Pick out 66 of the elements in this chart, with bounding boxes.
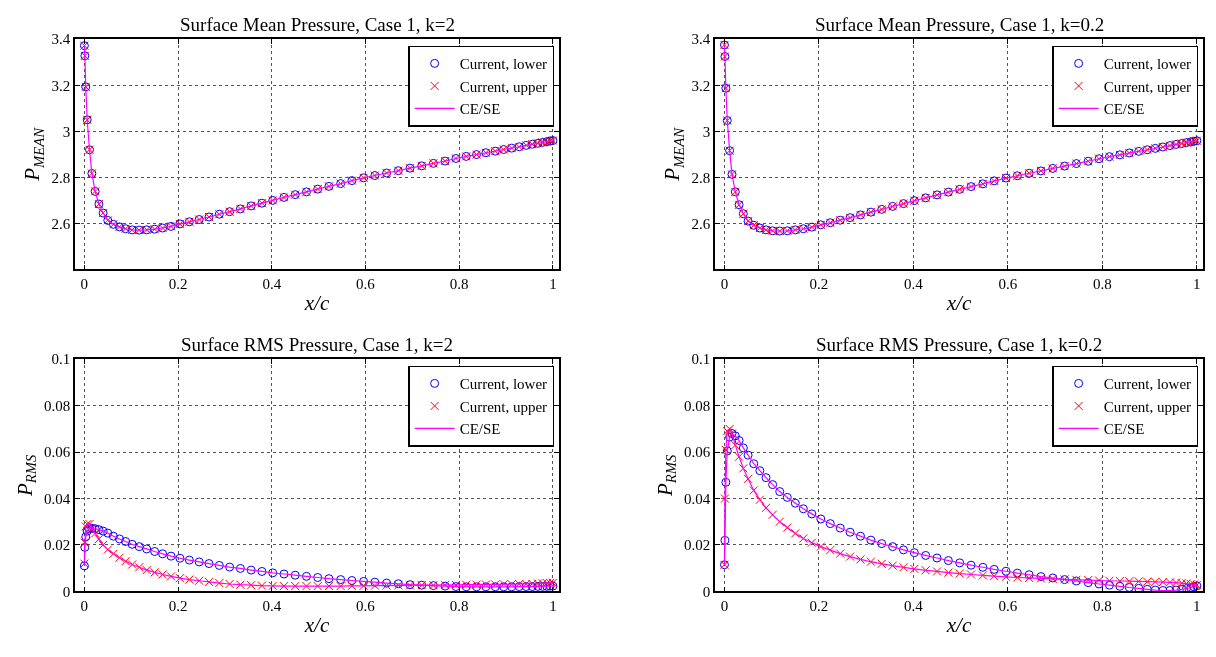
x-tick-label: 0 [720,276,729,293]
y-tick-label: 0.06 [44,444,71,461]
y-tick-label: 3.2 [691,77,711,94]
legend-label: Current, lower [459,376,548,393]
legend-label: Current, upper [1103,78,1192,95]
x-axis-title: x/c [945,290,972,315]
y-tick-label: 3 [62,123,71,140]
x-tick-label: 1 [549,276,557,293]
y-tick-label: 3.4 [51,31,71,48]
chart-title: Surface RMS Pressure, Case 1, k=0.2 [816,334,1103,355]
legend-label: Current, lower [1103,56,1192,73]
legend-label: CE/SE [1103,421,1145,438]
legend-label: Current, lower [1103,376,1192,393]
y-tick-label: 0.1 [691,351,711,368]
x-tick-label: 0 [720,598,729,615]
x-tick-label: 1 [549,598,557,615]
x-tick-label: 0 [80,276,89,293]
y-tick-label: 0 [702,583,711,600]
y-tick-label: 3.4 [691,31,711,48]
x-tick-label: 0.4 [904,276,924,293]
legend-label: Current, upper [459,398,548,415]
x-axis-title: x/c [303,612,330,637]
x-tick-label: 0.6 [356,276,376,293]
chart-title: Surface RMS Pressure, Case 1, k=2 [181,334,453,355]
legend-label: CE/SE [459,101,501,118]
chart-title: Surface Mean Pressure, Case 1, k=2 [180,14,456,35]
x-tick-label: 0.4 [262,276,282,293]
x-tick-label: 1 [1193,598,1201,615]
x-tick-label: 0.4 [262,598,282,615]
x-axis-title: x/c [303,290,330,315]
x-tick-label: 0.6 [998,276,1018,293]
y-tick-label: 0.08 [684,397,711,414]
legend-label: Current, upper [1103,398,1192,415]
y-tick-label: 0.02 [44,537,71,554]
x-tick-label: 0.8 [449,276,469,293]
y-tick-label: 0.02 [684,537,711,554]
x-tick-label: 0.2 [168,598,188,615]
x-tick-label: 0.6 [356,598,376,615]
y-tick-label: 2.8 [691,169,711,186]
y-tick-label: 2.8 [51,169,71,186]
y-tick-label: 0.04 [44,490,71,507]
legend-label: Current, lower [459,56,548,73]
x-tick-label: 0.8 [1093,598,1112,615]
legend-label: Current, upper [459,78,548,95]
x-tick-label: 0.8 [1093,276,1112,293]
x-tick-label: 0 [80,598,89,615]
y-tick-label: 0 [62,583,71,600]
x-tick-label: 0.6 [998,598,1018,615]
y-tick-label: 0.1 [51,351,71,368]
y-tick-label: 2.6 [51,215,71,232]
legend-label: CE/SE [1103,101,1145,118]
y-tick-label: 3.2 [51,77,71,94]
x-tick-label: 0.2 [809,276,829,293]
x-tick-label: 0.2 [809,598,829,615]
chart-title: Surface Mean Pressure, Case 1, k=0.2 [815,14,1105,35]
x-axis-title: x/c [945,612,972,637]
y-tick-label: 0.04 [684,490,711,507]
x-tick-label: 1 [1193,276,1201,293]
legend-label: CE/SE [459,421,501,438]
x-tick-label: 0.2 [168,276,188,293]
x-tick-label: 0.8 [449,598,469,615]
y-tick-label: 0.08 [44,397,71,414]
y-tick-label: 3 [702,123,711,140]
x-tick-label: 0.4 [904,598,924,615]
y-tick-label: 0.06 [684,444,711,461]
y-tick-label: 2.6 [691,215,711,232]
